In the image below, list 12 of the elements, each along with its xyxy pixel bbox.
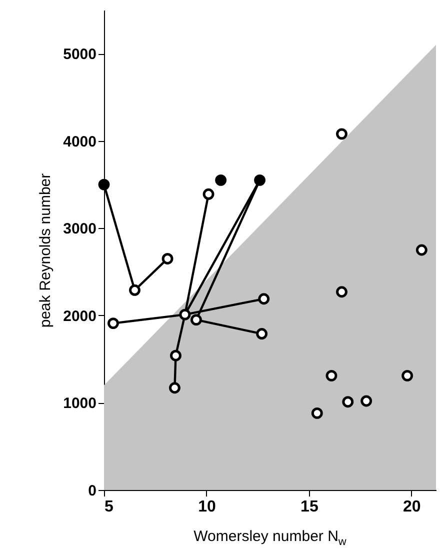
y-axis-title: peak Reynolds number: [37, 173, 54, 328]
x-tick-label: 10: [198, 498, 216, 516]
y-tick-label: 1000: [63, 395, 96, 412]
y-tick-label: 3000: [63, 220, 96, 238]
y-tick-label: 4000: [63, 133, 96, 150]
x-tick-label: 5: [104, 498, 114, 516]
y-tick-label: 5000: [63, 46, 96, 64]
x-tick-label: 15: [300, 498, 318, 516]
x-axis-title: Womersley number N$_{w}$: [192, 528, 348, 548]
y-tick-label: 2000: [63, 308, 96, 325]
y-tick-label: 0: [88, 482, 96, 500]
x-tick-label: 20: [403, 498, 421, 516]
